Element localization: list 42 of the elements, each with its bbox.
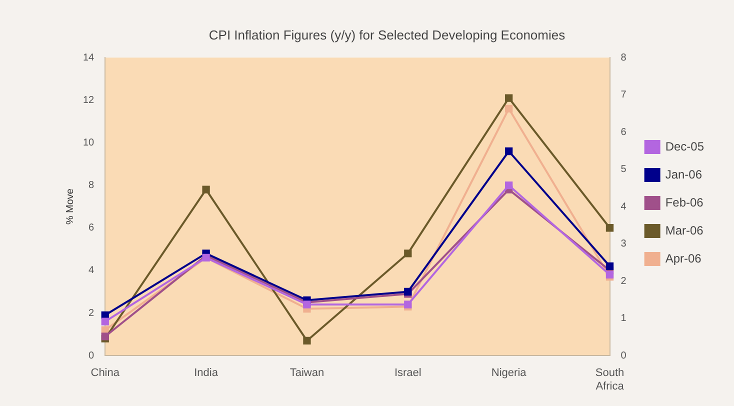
x-tick-label: Taiwan: [290, 367, 324, 380]
y2-tick-label: 4: [620, 201, 627, 212]
point: [202, 186, 210, 194]
y2-tick-label: 3: [620, 238, 627, 250]
y-tick-label: 6: [88, 222, 95, 234]
point: [101, 318, 109, 326]
point: [505, 104, 513, 113]
x-tick-label: South Africa: [595, 367, 625, 392]
legend-label: Mar-06: [665, 223, 704, 238]
y-tick-label: 12: [83, 94, 95, 106]
x-tick-label: Israel: [394, 367, 422, 380]
y2-tick-label: 8: [620, 52, 627, 64]
point: [303, 336, 311, 345]
point: [505, 181, 513, 190]
y2-tick-label: 5: [620, 164, 627, 176]
point: [404, 250, 412, 258]
y-tick-label: 10: [83, 137, 95, 148]
x-tick-label: China: [90, 367, 120, 380]
point: [606, 270, 614, 279]
chart-title: CPI Inflation Figures (y/y) for Selected Developing Economies: [208, 27, 566, 42]
point: [505, 94, 513, 102]
y2-tick-label: 0: [620, 350, 627, 362]
y2-tick-label: 1: [620, 313, 627, 324]
legend-label: Jan-06: [665, 167, 702, 182]
y-tick-label: 8: [88, 180, 95, 192]
y-tick-label: 4: [88, 265, 95, 276]
y-tick-label: 0: [88, 350, 95, 362]
y-tick-label: 14: [83, 52, 95, 64]
y2-tick-label: 2: [620, 276, 627, 287]
x-tick-label: Nigeria: [491, 367, 528, 380]
point: [505, 147, 513, 156]
point: [606, 224, 614, 232]
point: [404, 288, 412, 296]
x-tick-label: India: [194, 367, 219, 380]
y-axis-title: % Move: [64, 188, 76, 225]
legend-label: Dec-05: [665, 139, 704, 154]
legend-label: Apr-06: [665, 251, 702, 266]
legend-label: Feb-06: [665, 195, 704, 210]
point: [606, 262, 614, 270]
y2-tick-label: 7: [620, 90, 627, 101]
y2-tick-label: 6: [620, 126, 627, 138]
y-tick-label: 2: [88, 308, 95, 319]
